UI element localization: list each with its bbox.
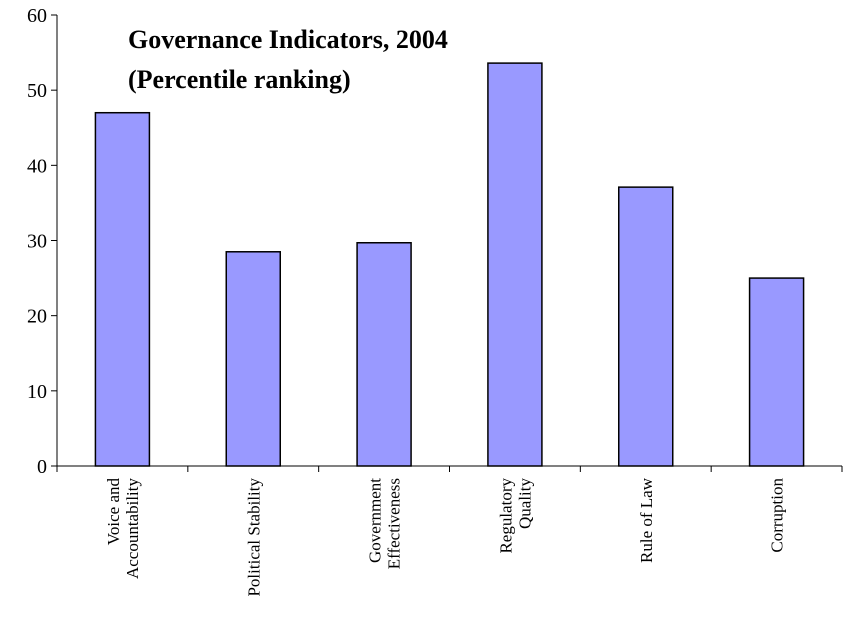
y-tick-label: 30 — [27, 231, 47, 253]
chart-title: Governance Indicators, 2004 — [128, 25, 448, 54]
x-tick-label-line: Accountability — [123, 478, 142, 580]
x-tick-label: Regulatory Quality — [496, 478, 534, 554]
x-ticks-group — [56, 466, 843, 472]
x-tick-label-line: Rule of Law — [637, 477, 656, 563]
bar — [487, 62, 543, 467]
chart-subtitle: (Percentile ranking) — [128, 65, 351, 94]
x-tick-label: Government Effectiveness — [366, 478, 404, 570]
x-tick-labels-group: Voice and Accountability Political Stabili… — [104, 477, 787, 596]
y-tick-label: 20 — [27, 306, 47, 328]
x-tick-label: Political Stability — [244, 478, 263, 597]
y-tick-label: 50 — [27, 80, 47, 102]
x-tick-label-line: Voice and — [104, 478, 123, 546]
y-tick-label: 60 — [27, 5, 47, 27]
bar — [748, 277, 805, 467]
bar — [356, 242, 412, 467]
bar — [225, 251, 281, 467]
x-tick-label: Rule of Law — [637, 477, 656, 563]
x-tick-label-line: Effectiveness — [385, 478, 404, 569]
x-tick-label-line: Quality — [515, 478, 534, 529]
y-tick-label: 0 — [37, 456, 47, 478]
x-tick-label-line: Government — [366, 478, 385, 563]
bar — [94, 111, 151, 467]
x-tick-label-line: Political Stability — [244, 478, 263, 597]
y-tick-label: 10 — [27, 381, 47, 403]
y-ticks-group: 0 10 20 30 40 50 60 — [27, 5, 57, 478]
x-tick-label-line: Corruption — [768, 478, 787, 553]
bar — [618, 186, 674, 467]
x-tick-label: Corruption — [768, 478, 787, 553]
x-tick-label: Voice and Accountability — [104, 478, 142, 580]
bars-group — [94, 62, 805, 467]
y-tick-label: 40 — [27, 155, 47, 177]
x-tick-label-line: Regulatory — [496, 478, 515, 554]
